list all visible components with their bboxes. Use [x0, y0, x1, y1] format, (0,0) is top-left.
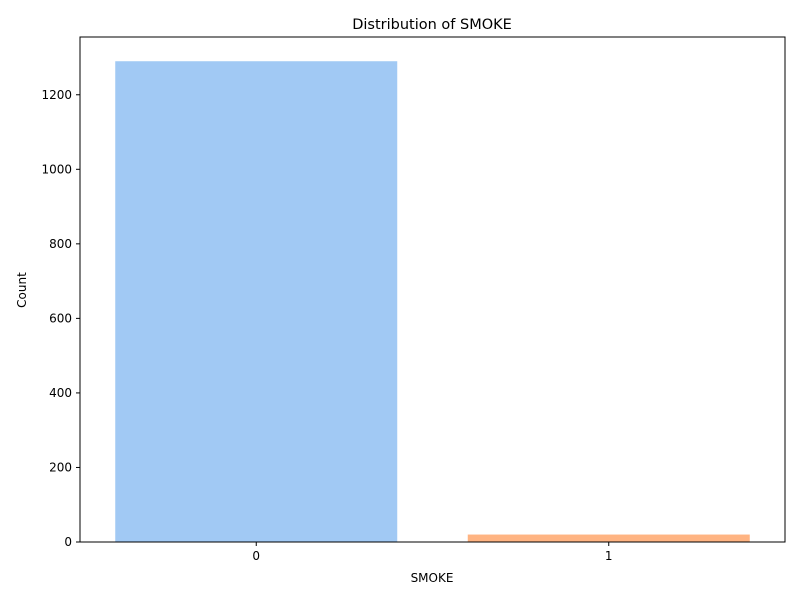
y-tick-label-600: 600	[49, 311, 72, 325]
y-tick-label-1000: 1000	[41, 162, 72, 176]
y-tick-label-400: 400	[49, 386, 72, 400]
chart-title: Distribution of SMOKE	[352, 17, 512, 33]
y-tick-label-200: 200	[49, 460, 72, 474]
y-tick-label-1200: 1200	[41, 88, 72, 102]
x-tick-label-1: 1	[605, 549, 613, 563]
plot-frame	[79, 36, 786, 543]
y-axis-label: Count	[15, 272, 29, 308]
x-tick-label-0: 0	[252, 549, 260, 563]
bars-layer	[115, 61, 750, 542]
bar-1	[467, 534, 750, 542]
y-axis: 0 200 400 600 800 1000 1200	[41, 88, 80, 549]
y-tick-label-0: 0	[64, 535, 72, 549]
y-tick-label-800: 800	[49, 237, 72, 251]
x-axis-label: SMOKE	[411, 571, 454, 585]
bar-0	[115, 61, 398, 542]
